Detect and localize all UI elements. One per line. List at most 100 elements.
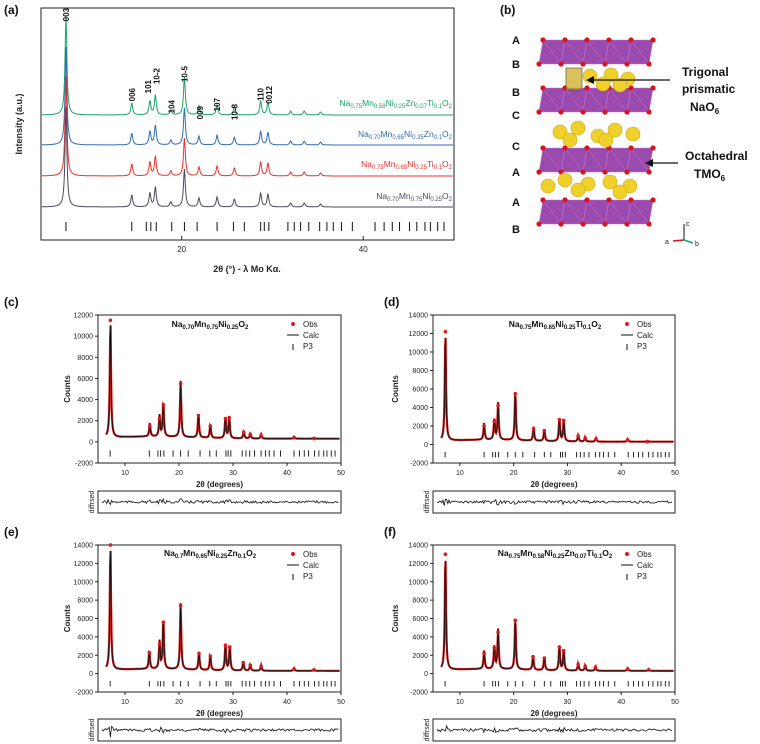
oxygen-atom bbox=[606, 197, 612, 203]
legend-p3-label: P3 bbox=[303, 342, 313, 351]
obs-peak-point bbox=[561, 648, 566, 653]
stacking-letter: C bbox=[512, 141, 520, 153]
obs-peak-point bbox=[208, 424, 213, 428]
ylabel: Counts bbox=[391, 375, 400, 403]
diff-series bbox=[436, 724, 673, 734]
stacking-letter: A bbox=[512, 167, 520, 179]
obs-peak-point bbox=[492, 646, 497, 650]
ytick-label: 10000 bbox=[409, 350, 429, 357]
ytick-label: 14000 bbox=[409, 543, 429, 550]
oxygen-atom bbox=[624, 221, 630, 227]
diff-series bbox=[101, 497, 339, 506]
panel-a-peak-label: 101 bbox=[144, 79, 153, 93]
ytick-label: 12000 bbox=[409, 561, 429, 568]
oxygen-atom bbox=[540, 85, 546, 91]
xlabel: 2θ (degrees) bbox=[196, 709, 243, 718]
panel-a-series-line bbox=[42, 107, 453, 208]
panel-a-xrd-stack: (a) Intensity (a.u.) 2θ (°) - λ Mo Kα. 2… bbox=[4, 3, 455, 274]
oxygen-atom bbox=[628, 145, 634, 151]
xtick-label: 20 bbox=[175, 470, 183, 477]
ytick-label: 0 bbox=[89, 671, 93, 678]
xlabel: 2θ (degrees) bbox=[530, 480, 577, 489]
panel-a-peak-label: 104 bbox=[168, 99, 177, 113]
trigonal-label-1: Trigonal bbox=[682, 65, 729, 79]
stacking-letter: A bbox=[512, 197, 520, 209]
ytick-label: 12000 bbox=[409, 331, 429, 338]
oxygen-atom bbox=[558, 61, 564, 67]
oxygen-atom bbox=[628, 37, 634, 43]
xtick-label: 50 bbox=[337, 699, 345, 706]
ytick-label: 12000 bbox=[74, 561, 94, 568]
xtick-label: 20 bbox=[510, 699, 518, 706]
trigonal-arrowhead bbox=[586, 76, 594, 84]
ytick-label: -2000 bbox=[75, 690, 93, 697]
oxygen-atom bbox=[650, 85, 656, 91]
panel-a-label-series-3: Na0.75Mn0.65Ni0.25Ti0.1O2 bbox=[361, 159, 453, 171]
panel-a-peak-label: 0012 bbox=[265, 85, 274, 103]
panel-f-refinement: -2000 0 2000 4000 6000 8000 10000 12000 14000 10 2… bbox=[391, 543, 679, 742]
octahedral-arrowhead bbox=[645, 159, 653, 167]
obs-peak-point bbox=[443, 329, 448, 334]
panel-a-peak-label: 10-5 bbox=[180, 65, 189, 82]
obs-peak-point bbox=[531, 655, 535, 659]
ytick-label: 6000 bbox=[77, 376, 93, 383]
octahedron-edge bbox=[630, 39, 650, 65]
oxygen-atom bbox=[602, 61, 608, 67]
nao6-prism bbox=[565, 67, 583, 91]
obs-peak-point bbox=[583, 664, 587, 669]
ytick-label: 2000 bbox=[77, 418, 93, 425]
obs-peak-point bbox=[625, 438, 630, 442]
legend-obs-label: Obs bbox=[637, 550, 652, 559]
diff-label: diffrsed bbox=[424, 718, 431, 741]
panel-c-title: Na0.70Mn0.75Ni0.25O2 bbox=[172, 319, 249, 331]
obs-peak-point bbox=[223, 416, 228, 421]
diff-frame bbox=[432, 490, 676, 514]
ytick-label: 4000 bbox=[77, 634, 93, 641]
obs-peak-point bbox=[161, 403, 166, 407]
obs-peak-point bbox=[482, 651, 486, 656]
obs-peak-point bbox=[557, 645, 562, 649]
obs-peak-point bbox=[108, 543, 113, 547]
legend-obs-label: Obs bbox=[637, 320, 652, 329]
oxygen-atom bbox=[584, 197, 590, 203]
obs-peak-point bbox=[576, 662, 580, 667]
xtick-label: 30 bbox=[564, 470, 572, 477]
obs-peak-point bbox=[227, 645, 232, 649]
ytick-label: 0 bbox=[424, 442, 428, 449]
obs-peak-point bbox=[576, 434, 580, 438]
sodium-atom bbox=[562, 132, 578, 148]
oxygen-atom bbox=[536, 169, 542, 175]
legend-p3-label: P3 bbox=[637, 342, 647, 351]
obs-peak-point bbox=[542, 656, 547, 660]
obs-peak-point bbox=[197, 651, 201, 656]
legend-p3-label: P3 bbox=[637, 572, 647, 581]
obs-peak-point bbox=[496, 630, 500, 635]
octahedron-edge bbox=[586, 39, 606, 65]
ytick-label: 12000 bbox=[74, 313, 94, 320]
axis-triad: c a b bbox=[665, 221, 699, 248]
panel-a-frame bbox=[40, 7, 455, 241]
legend-p3-label: P3 bbox=[303, 572, 313, 581]
oxygen-atom bbox=[580, 61, 586, 67]
obs-peak-point bbox=[108, 318, 113, 323]
ytick-label: 0 bbox=[89, 439, 93, 446]
ytick-label: 8000 bbox=[77, 598, 93, 605]
octahedron-edge bbox=[608, 147, 628, 173]
ytick-label: -2000 bbox=[410, 461, 428, 468]
axis-b-label: b bbox=[695, 241, 699, 248]
oxygen-atom bbox=[580, 109, 586, 115]
octahedron-edge bbox=[542, 199, 562, 225]
axis-b-line bbox=[683, 239, 694, 244]
legend-obs-label: Obs bbox=[303, 320, 318, 329]
legend-calc-label: Calc bbox=[303, 561, 319, 570]
octahedral-label-1: Octahedral bbox=[685, 149, 748, 163]
diff-frame bbox=[97, 718, 342, 742]
calc-series bbox=[105, 550, 340, 672]
panel-a-reference-ticks bbox=[65, 222, 445, 231]
ytick-label: 6000 bbox=[412, 616, 428, 623]
xtick-label: 30 bbox=[229, 470, 237, 477]
panel-a-series bbox=[42, 15, 453, 208]
obs-peak-point bbox=[178, 381, 183, 386]
